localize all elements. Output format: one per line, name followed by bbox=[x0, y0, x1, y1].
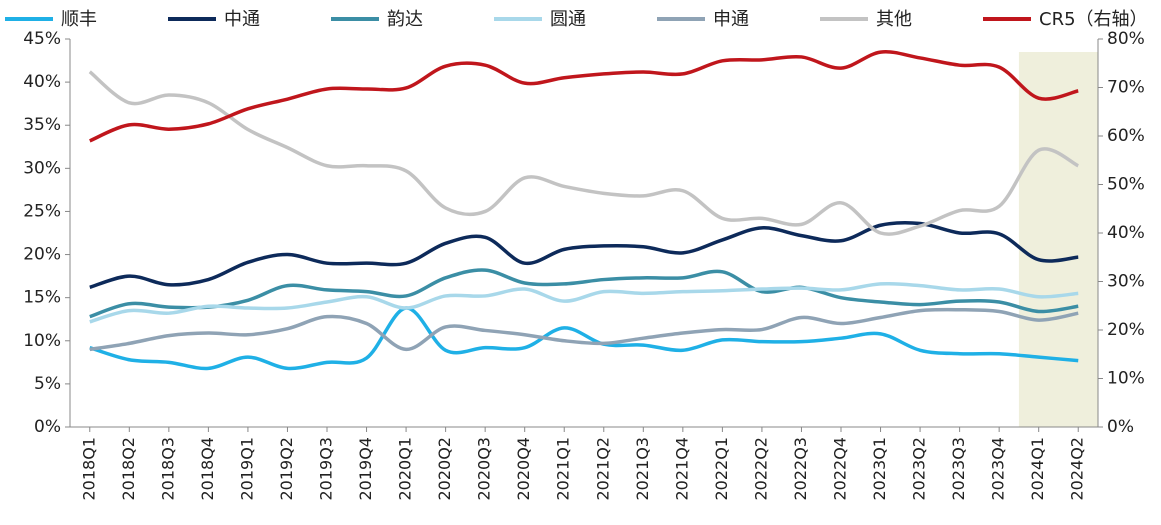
legend-label: 其他 bbox=[876, 9, 912, 30]
x-tick-label: 2019Q2 bbox=[277, 437, 296, 501]
x-tick-label: 2023Q1 bbox=[870, 437, 889, 501]
series-line bbox=[89, 306, 1079, 371]
legend-label: 韵达 bbox=[387, 9, 423, 30]
y-tick-label: 45% bbox=[23, 29, 61, 49]
x-tick-label: 2022Q4 bbox=[831, 437, 850, 501]
y-tick-label: 0% bbox=[34, 417, 61, 437]
x-tick-label: 2019Q1 bbox=[237, 437, 256, 501]
x-tick-label: 2022Q2 bbox=[751, 437, 770, 501]
x-tick-label: 2024Q1 bbox=[1028, 437, 1047, 501]
x-tick-label: 2021Q4 bbox=[672, 437, 691, 501]
y2-tick-label: 70% bbox=[1107, 78, 1145, 98]
y-tick-label: 35% bbox=[23, 115, 61, 135]
y2-tick-label: 10% bbox=[1107, 369, 1145, 389]
y-tick-label: 40% bbox=[23, 72, 61, 92]
y2-tick-label: 40% bbox=[1107, 223, 1145, 243]
x-tick-label: 2018Q2 bbox=[119, 437, 138, 501]
series-line bbox=[89, 307, 1079, 352]
x-tick-label: 2021Q2 bbox=[593, 437, 612, 501]
x-tick-label: 2021Q1 bbox=[554, 437, 573, 501]
x-tick-label: 2023Q3 bbox=[949, 437, 968, 501]
x-tick-label: 2021Q3 bbox=[633, 437, 652, 501]
y2-tick-label: 20% bbox=[1107, 320, 1145, 340]
x-tick-label: 2019Q4 bbox=[356, 437, 375, 501]
x-tick-label: 2022Q1 bbox=[712, 437, 731, 501]
series-line bbox=[89, 50, 1079, 143]
series-line bbox=[89, 220, 1079, 290]
x-tick-label: 2023Q4 bbox=[989, 437, 1008, 501]
series-line bbox=[89, 268, 1079, 319]
legend-label: 中通 bbox=[224, 9, 260, 30]
y-tick-label: 30% bbox=[23, 158, 61, 178]
x-tick-label: 2018Q3 bbox=[158, 437, 177, 501]
y-tick-label: 5% bbox=[34, 374, 61, 394]
y2-tick-label: 60% bbox=[1107, 126, 1145, 146]
highlight-band bbox=[1018, 52, 1098, 427]
legend-label: 顺丰 bbox=[61, 9, 97, 30]
y-tick-label: 20% bbox=[23, 245, 61, 265]
x-tick-label: 2019Q3 bbox=[317, 437, 336, 501]
y-tick-label: 25% bbox=[23, 201, 61, 221]
series-line bbox=[89, 281, 1079, 324]
x-tick-label: 2018Q1 bbox=[79, 437, 98, 501]
y-tick-label: 15% bbox=[23, 288, 61, 308]
y2-tick-label: 50% bbox=[1107, 175, 1145, 195]
y-tick-label: 10% bbox=[23, 331, 61, 351]
legend-label: 申通 bbox=[713, 9, 749, 30]
x-tick-label: 2024Q2 bbox=[1068, 437, 1087, 501]
y2-tick-label: 30% bbox=[1107, 272, 1145, 292]
x-tick-label: 2022Q3 bbox=[791, 437, 810, 501]
series-line bbox=[88, 70, 1080, 236]
x-tick-label: 2020Q2 bbox=[435, 437, 454, 501]
y2-tick-label: 80% bbox=[1107, 29, 1145, 49]
x-tick-label: 2020Q3 bbox=[475, 437, 494, 501]
x-tick-label: 2023Q2 bbox=[910, 437, 929, 501]
legend-label: 圆通 bbox=[550, 9, 586, 30]
x-tick-label: 2020Q1 bbox=[396, 437, 415, 501]
x-tick-label: 2018Q4 bbox=[198, 437, 217, 501]
x-tick-label: 2020Q4 bbox=[514, 437, 533, 501]
y2-tick-label: 0% bbox=[1107, 417, 1134, 437]
legend-label: CR5（右轴） bbox=[1039, 9, 1148, 30]
